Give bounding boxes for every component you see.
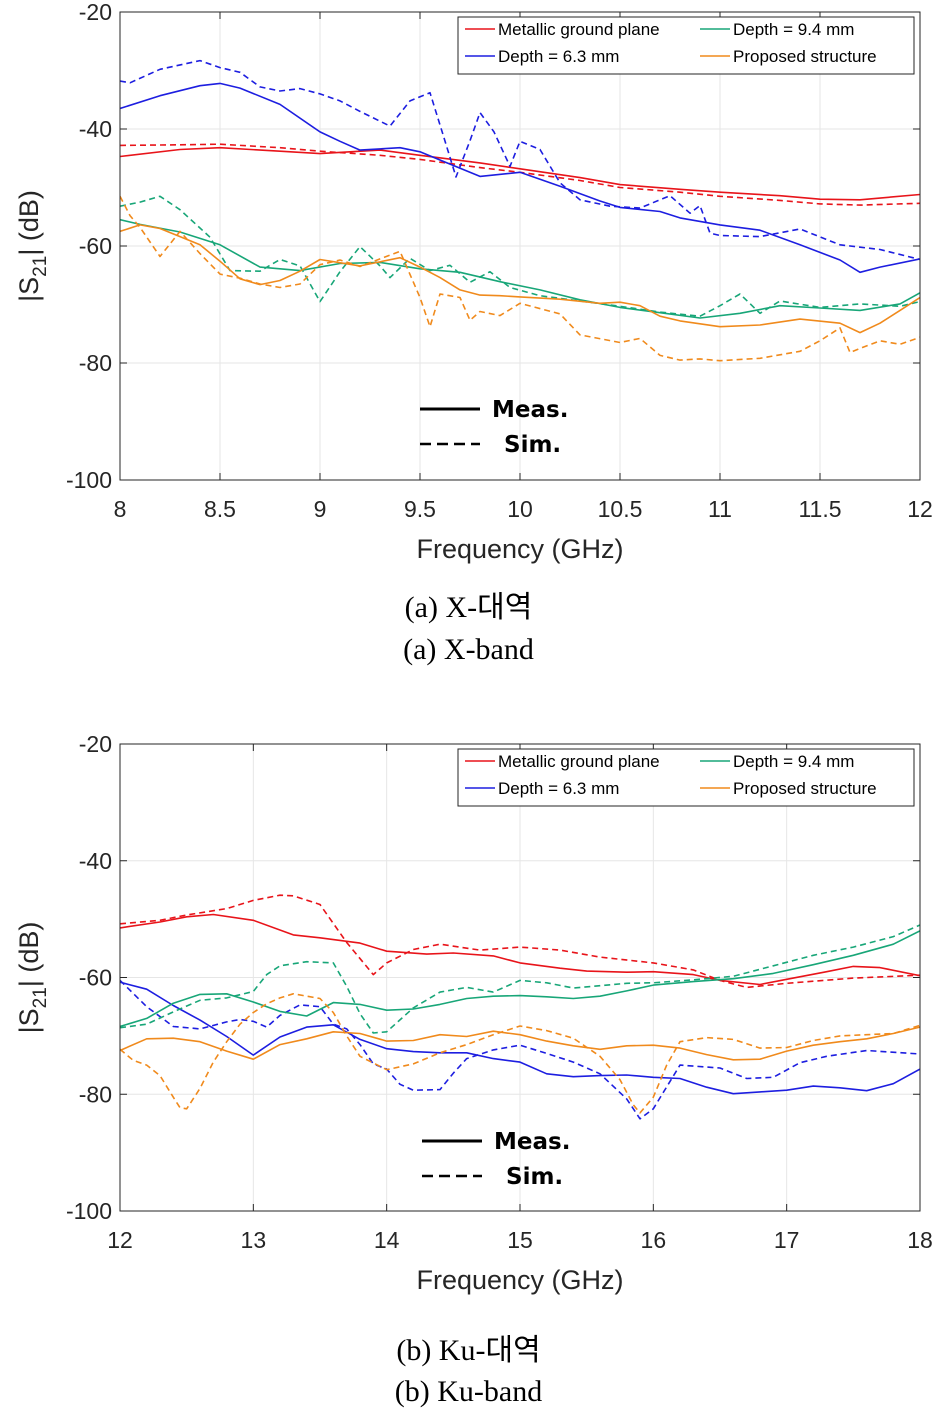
series-depth-6-3-mm-meas: [120, 82, 920, 274]
y-tick-label: -20: [79, 0, 112, 25]
meas-label: Meas.: [492, 397, 568, 423]
x-tick-label: 8.5: [204, 496, 236, 522]
series-proposed-structure-meas: [120, 224, 920, 334]
series-depth-9-4-mm-sim: [120, 195, 920, 318]
series-depth-9-4-mm-meas: [120, 930, 920, 1028]
series-depth-6-3-mm-meas: [120, 981, 920, 1095]
legend-box: [457, 16, 915, 75]
y-tick-label: -100: [66, 467, 112, 493]
y-axis-label-part: | (dB): [14, 922, 44, 988]
series-proposed-structure-sim: [120, 195, 920, 362]
y-axis-label-part: | (dB): [14, 190, 44, 256]
legend-box: [457, 748, 915, 807]
caption-b-english: (b) Ku-band: [394, 1375, 543, 1408]
x-tick-label: 13: [241, 1227, 267, 1253]
x-tick-label: 18: [907, 1227, 933, 1253]
y-axis-label-part: |S: [14, 1008, 44, 1033]
series-metallic-ground-plane-meas: [120, 913, 920, 986]
y-tick-label: -60: [79, 965, 112, 991]
x-axis-label: Frequency (GHz): [416, 534, 623, 564]
x-tick-label: 15: [507, 1227, 533, 1253]
legend-entry: Metallic ground plane: [498, 20, 660, 39]
series-depth-6-3-mm-sim: [120, 979, 920, 1120]
x-tick-label: 10.5: [598, 496, 643, 522]
legend-entry: Proposed structure: [733, 779, 877, 798]
caption-a-korean: (a) X-대역: [404, 591, 533, 624]
y-axis-label-subscript: 21: [30, 987, 51, 1008]
x-tick-label: 17: [774, 1227, 800, 1253]
y-tick-label: -80: [79, 1081, 112, 1107]
x-tick-label: 11: [708, 496, 732, 522]
legend-entry: Depth = 9.4 mm: [733, 752, 854, 771]
y-tick-label: -60: [79, 233, 112, 259]
x-tick-label: 9.5: [404, 496, 436, 522]
meas-label: Meas.: [494, 1129, 570, 1155]
y-tick-label: -40: [79, 116, 112, 142]
x-tick-label: 16: [641, 1227, 667, 1253]
series-depth-6-3-mm-sim: [120, 59, 920, 261]
series-depth-9-4-mm-sim: [120, 924, 920, 1034]
series-metallic-ground-plane-sim: [120, 894, 920, 989]
y-tick-label: -20: [79, 731, 112, 757]
caption-a-english: (a) X-band: [403, 633, 534, 666]
series-group: [120, 894, 920, 1120]
series-depth-9-4-mm-meas: [120, 218, 920, 319]
y-axis-label: |S21| (dB): [14, 922, 51, 1034]
y-axis-label-part: |S: [14, 277, 44, 302]
y-tick-label: -80: [79, 350, 112, 376]
chart-x-band: 8 8.5 9 9.5 10 10.5 11 11.5 12 -100 -80 -60 -40 -20 Fr…: [14, 0, 933, 564]
y-axis-label-subscript: 21: [30, 256, 51, 277]
x-tick-label: 12: [907, 496, 933, 522]
x-tick-label: 14: [374, 1227, 400, 1253]
legend-entry: Metallic ground plane: [498, 752, 660, 771]
chart-ku-band: 12 13 14 15 16 17 18 -100 -80 -60 -40 -20 Frequency …: [14, 731, 933, 1295]
legend-entry: Depth = 9.4 mm: [733, 20, 854, 39]
x-axis-label: Frequency (GHz): [416, 1265, 623, 1295]
x-tick-label: 12: [107, 1227, 133, 1253]
legend-entry: Depth = 6.3 mm: [498, 47, 619, 66]
legend-entry: Proposed structure: [733, 47, 877, 66]
series-proposed-structure-meas: [120, 1026, 920, 1061]
y-axis-label: |S21| (dB): [14, 190, 51, 302]
x-tick-label: 8: [114, 496, 127, 522]
y-tick-label: -100: [66, 1198, 112, 1224]
y-tick-label: -40: [79, 848, 112, 874]
series-group: [120, 59, 920, 362]
x-tick-label: 10: [507, 496, 533, 522]
x-tick-label: 11.5: [798, 496, 841, 522]
caption-b-korean: (b) Ku-대역: [396, 1334, 541, 1367]
series-metallic-ground-plane-meas: [120, 146, 920, 201]
sim-label: Sim.: [504, 432, 561, 458]
legend-entry: Depth = 6.3 mm: [498, 779, 619, 798]
x-tick-label: 9: [314, 496, 327, 522]
sim-label: Sim.: [506, 1164, 563, 1190]
